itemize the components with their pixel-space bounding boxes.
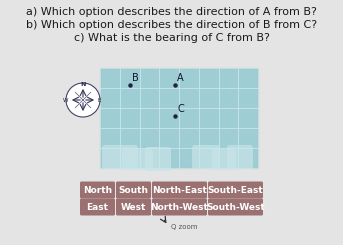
FancyBboxPatch shape xyxy=(80,198,115,216)
FancyBboxPatch shape xyxy=(208,198,263,216)
FancyBboxPatch shape xyxy=(212,149,236,170)
Circle shape xyxy=(66,83,100,117)
Text: South-East: South-East xyxy=(208,186,263,195)
Text: North-West: North-West xyxy=(151,203,209,212)
Text: a) Which option describes the direction of A from B?: a) Which option describes the direction … xyxy=(26,7,317,17)
FancyBboxPatch shape xyxy=(192,145,220,169)
Text: W: W xyxy=(62,98,68,102)
Text: C: C xyxy=(177,104,184,114)
Text: B: B xyxy=(132,73,138,83)
Text: North: North xyxy=(83,186,112,195)
FancyBboxPatch shape xyxy=(116,182,151,198)
FancyBboxPatch shape xyxy=(227,145,253,169)
FancyBboxPatch shape xyxy=(116,198,151,216)
Text: North-East: North-East xyxy=(152,186,207,195)
FancyBboxPatch shape xyxy=(208,182,263,198)
FancyBboxPatch shape xyxy=(100,68,258,168)
FancyBboxPatch shape xyxy=(152,182,207,198)
FancyBboxPatch shape xyxy=(152,198,207,216)
Text: East: East xyxy=(86,203,108,212)
Text: c) What is the bearing of C from B?: c) What is the bearing of C from B? xyxy=(73,33,270,43)
Text: b) Which option describes the direction of B from C?: b) Which option describes the direction … xyxy=(26,20,317,30)
FancyBboxPatch shape xyxy=(145,147,171,171)
Text: A: A xyxy=(177,73,184,83)
Text: Q zoom: Q zoom xyxy=(171,224,198,230)
FancyBboxPatch shape xyxy=(102,145,138,169)
Text: South-West: South-West xyxy=(206,203,265,212)
Text: West: West xyxy=(121,203,146,212)
FancyBboxPatch shape xyxy=(122,149,153,170)
Text: South: South xyxy=(118,186,149,195)
Text: N: N xyxy=(80,82,86,87)
Text: E: E xyxy=(98,98,102,102)
FancyBboxPatch shape xyxy=(80,182,115,198)
